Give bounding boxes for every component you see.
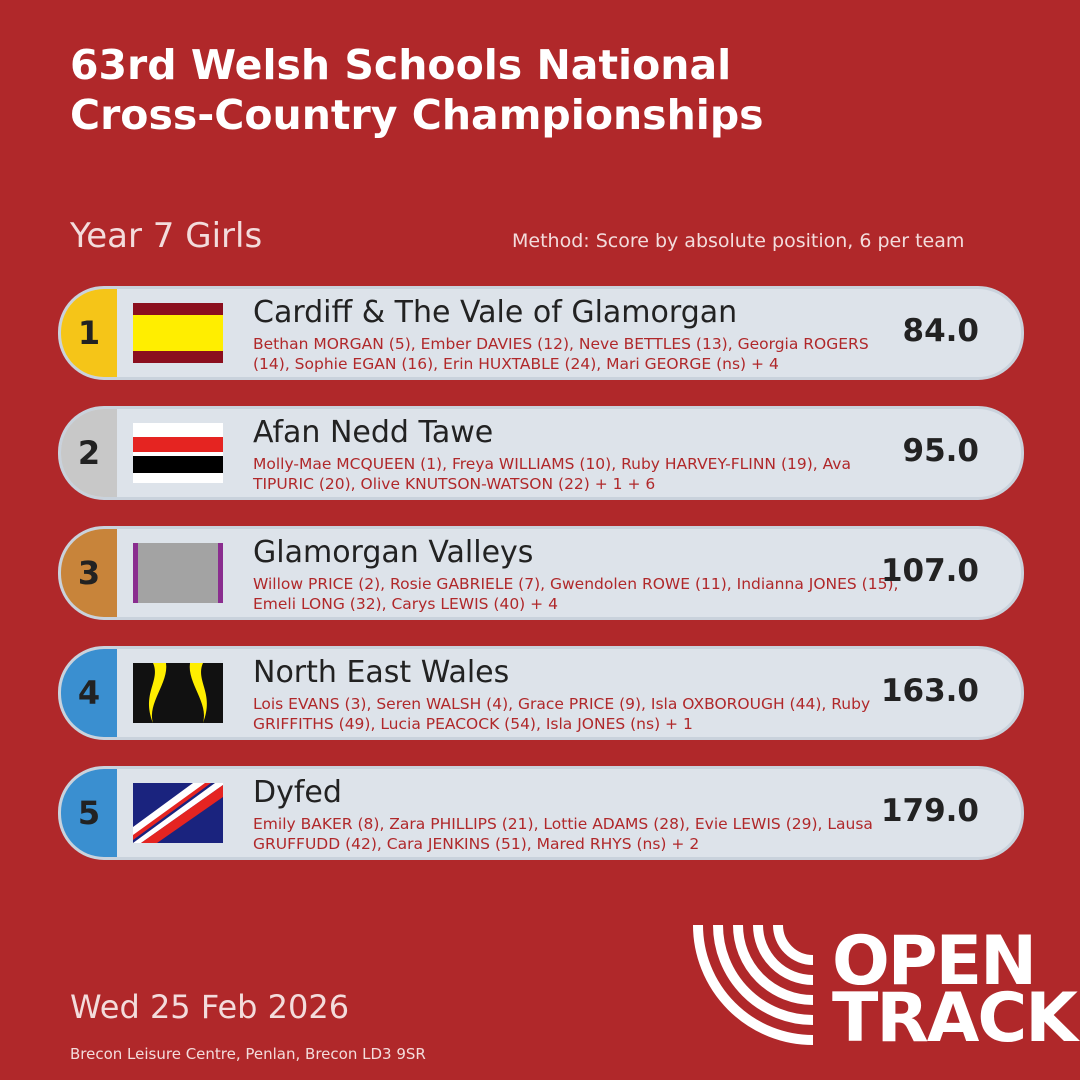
rank: 1 <box>61 289 117 377</box>
title-line: Cross-Country Championships <box>70 91 764 139</box>
team-row: 3 Glamorgan Valleys Willow PRICE (2), Ro… <box>58 526 1024 620</box>
flag <box>133 543 223 603</box>
method: Method: Score by absolute position, 6 pe… <box>512 230 965 252</box>
flag <box>133 783 223 843</box>
logo-mark <box>693 924 814 1045</box>
team-row: 1 Cardiff & The Vale of Glamorgan Bethan… <box>58 286 1024 380</box>
athletes: Molly-Mae MCQUEEN (1), Freya WILLIAMS (1… <box>253 455 851 493</box>
team-name: Dyfed <box>253 775 342 810</box>
team-name: North East Wales <box>253 655 510 690</box>
subtitle: Year 7 Girls <box>70 216 263 256</box>
score: 179.0 <box>880 793 979 829</box>
score: 84.0 <box>902 313 980 349</box>
logo-text: TRACK <box>832 979 1078 1058</box>
team-row: 2 Afan Nedd Tawe Molly-Mae MCQUEEN (1), … <box>58 406 1024 500</box>
athletes: Willow PRICE (2), Rosie GABRIELE (7), Gw… <box>253 575 899 613</box>
team-name: Afan Nedd Tawe <box>253 415 494 450</box>
rank: 2 <box>61 409 117 497</box>
score: 107.0 <box>880 553 979 589</box>
title: 63rd Welsh Schools National Cross-Country… <box>70 40 764 140</box>
athletes: Emily BAKER (8), Zara PHILLIPS (21), Lot… <box>253 815 873 853</box>
score: 163.0 <box>880 673 979 709</box>
date: Wed 25 Feb 2026 <box>70 988 350 1026</box>
athletes: Lois EVANS (3), Seren WALSH (4), Grace P… <box>253 695 871 733</box>
rank: 4 <box>61 649 117 737</box>
team-name: Glamorgan Valleys <box>253 535 534 570</box>
rank: 3 <box>61 529 117 617</box>
team-row: 5 Dyfed Emily BAKER (8), Zara PHILLIPS (… <box>58 766 1024 860</box>
venue: Brecon Leisure Centre, Penlan, Brecon LD… <box>70 1045 426 1063</box>
rank: 5 <box>61 769 117 857</box>
athletes: Bethan MORGAN (5), Ember DAVIES (12), Ne… <box>253 335 869 373</box>
flag <box>133 423 223 483</box>
title-line: 63rd Welsh Schools National <box>70 41 732 89</box>
logo-text: OPEN <box>832 922 1037 1001</box>
team-row: 4 North East Wales Lois EVANS (3), Seren… <box>58 646 1024 740</box>
flag <box>133 303 223 363</box>
flag <box>133 663 223 723</box>
team-name: Cardiff & The Vale of Glamorgan <box>253 295 738 330</box>
score: 95.0 <box>902 433 980 469</box>
